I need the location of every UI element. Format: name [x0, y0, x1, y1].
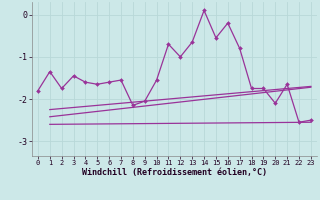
X-axis label: Windchill (Refroidissement éolien,°C): Windchill (Refroidissement éolien,°C)	[82, 168, 267, 177]
